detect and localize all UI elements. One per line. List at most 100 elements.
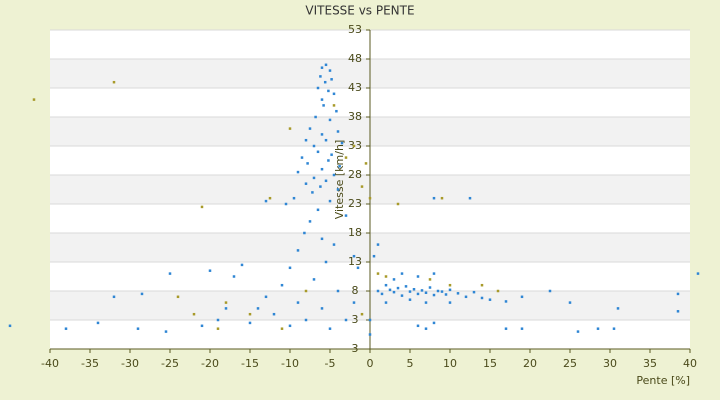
scatter-point — [328, 118, 332, 122]
y-tick-label: 38 — [348, 110, 362, 123]
scatter-point — [428, 286, 432, 289]
scatter-point — [296, 249, 300, 252]
scatter-point — [216, 327, 220, 330]
scatter-point — [288, 266, 292, 270]
x-tick-label: 20 — [523, 357, 537, 370]
scatter-point — [304, 318, 308, 322]
scatter-point — [32, 98, 36, 101]
scatter-point — [376, 289, 380, 293]
scatter-point — [288, 324, 292, 328]
scatter-point — [328, 69, 332, 72]
scatter-point — [320, 167, 324, 171]
scatter-point — [296, 170, 300, 174]
scatter-point — [400, 272, 404, 275]
scatter-point — [392, 290, 396, 294]
scatter-point — [240, 263, 244, 267]
scatter-point — [424, 327, 428, 330]
scatter-point — [64, 327, 68, 330]
scatter-point — [316, 208, 320, 212]
scatter-point — [336, 130, 340, 133]
x-axis-label: Pente [%] — [636, 374, 690, 387]
scatter-point — [324, 179, 328, 183]
scatter-point — [327, 159, 330, 162]
scatter-point — [176, 295, 180, 299]
scatter-point — [323, 80, 327, 84]
scatter-point — [384, 301, 388, 304]
scatter-point — [264, 295, 268, 299]
scatter-point — [504, 327, 508, 330]
scatter-point — [520, 295, 524, 299]
scatter-point — [324, 260, 328, 264]
scatter-point — [200, 324, 204, 328]
scatter-point — [340, 141, 344, 145]
scatter-point — [404, 285, 408, 288]
scatter-point — [327, 89, 330, 93]
scatter-point — [376, 272, 380, 275]
scatter-point — [696, 272, 700, 275]
scatter-point — [284, 202, 288, 206]
y-tick-label: 18 — [348, 226, 362, 239]
scatter-point — [8, 324, 12, 328]
scatter-point — [392, 278, 396, 281]
x-tick-label: -25 — [161, 357, 179, 370]
scatter-point — [596, 327, 600, 330]
scatter-point — [292, 196, 296, 200]
scatter-point — [352, 254, 356, 258]
scatter-point — [424, 301, 428, 304]
scatter-point — [504, 300, 508, 303]
scatter-point — [320, 133, 324, 136]
x-tick-label: -5 — [325, 357, 336, 370]
y-tick-label: 13 — [348, 255, 362, 268]
scatter-point — [224, 307, 228, 310]
scatter-point — [320, 98, 324, 101]
scatter-point — [360, 312, 364, 316]
scatter-point — [319, 75, 322, 78]
x-tick-label: -15 — [241, 357, 259, 370]
x-tick-label: -30 — [121, 357, 139, 370]
scatter-point — [416, 324, 420, 328]
scatter-point — [248, 321, 252, 325]
scatter-point — [676, 310, 680, 313]
y-tick-label: 28 — [348, 168, 362, 181]
scatter-point — [308, 127, 312, 130]
x-tick-label: -10 — [281, 357, 299, 370]
scatter-point — [332, 243, 336, 246]
scatter-point — [336, 289, 340, 293]
scatter-point — [400, 294, 404, 297]
scatter-point — [352, 301, 356, 304]
scatter-point — [311, 191, 314, 194]
scatter-point — [338, 165, 341, 168]
scatter-point — [372, 254, 376, 258]
scatter-point — [332, 104, 336, 107]
x-tick-label: 0 — [367, 357, 374, 370]
scatter-point — [140, 292, 144, 296]
scatter-point — [408, 290, 412, 293]
y-tick-label: 48 — [348, 52, 362, 65]
scatter-point — [352, 144, 356, 148]
scatter-point — [436, 289, 440, 293]
scatter-point — [368, 318, 372, 322]
scatter-point — [164, 330, 168, 333]
scatter-point — [312, 176, 316, 180]
scatter-point — [376, 243, 380, 246]
scatter-point — [319, 185, 322, 188]
scatter-point — [300, 156, 304, 159]
scatter-point — [320, 307, 324, 310]
y-tick-label: 23 — [348, 197, 362, 210]
scatter-point — [472, 290, 476, 294]
scatter-point — [480, 283, 484, 287]
scatter-point — [384, 275, 388, 278]
scatter-point — [344, 318, 348, 322]
scatter-point — [440, 196, 444, 200]
scatter-point — [96, 321, 100, 325]
scatter-point — [330, 78, 333, 81]
scatter-point — [416, 292, 420, 296]
scatter-point — [316, 150, 320, 154]
scatter-point — [432, 293, 436, 297]
scatter-point — [330, 153, 333, 156]
x-tick-label: 25 — [563, 357, 577, 370]
scatter-point — [568, 301, 572, 304]
scatter-point — [380, 292, 384, 296]
scatter-point — [112, 295, 116, 299]
